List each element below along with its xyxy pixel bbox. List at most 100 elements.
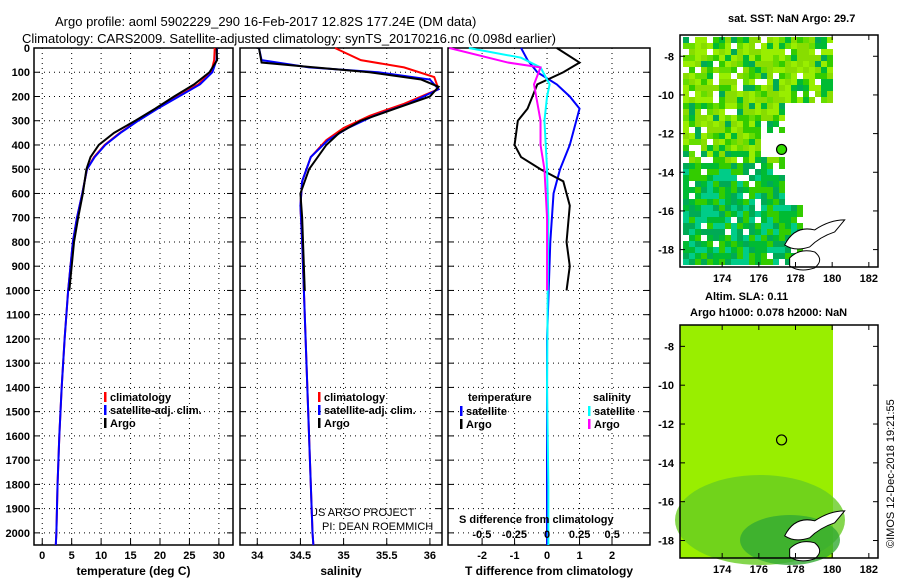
- sst-cell: [749, 175, 755, 181]
- y-tick-label: 1600: [6, 431, 30, 443]
- y-tick-label: 800: [12, 237, 30, 249]
- sst-cell: [803, 85, 809, 91]
- sst-cell: [755, 151, 761, 157]
- sst-cell: [689, 43, 695, 49]
- sst-cell: [701, 205, 707, 211]
- sst-cell: [809, 43, 815, 49]
- sst-cell: [731, 235, 737, 241]
- sst-cell: [785, 229, 791, 235]
- sst-cell: [809, 85, 815, 91]
- sst-cell: [725, 181, 731, 187]
- sst-cell: [815, 61, 821, 67]
- sst-cell: [755, 253, 761, 259]
- sst-cell: [761, 199, 767, 205]
- sst-cell: [767, 61, 773, 67]
- sst-cell: [695, 109, 701, 115]
- legend-label: climatology: [324, 392, 386, 404]
- y-tick-label: 0: [24, 43, 30, 55]
- sst-cell: [725, 211, 731, 217]
- sst-cell: [773, 37, 779, 43]
- sst-cell: [719, 73, 725, 79]
- sst-cell: [737, 247, 743, 253]
- series-line-s-satellite: [468, 47, 551, 545]
- sst-cell: [761, 43, 767, 49]
- sst-cell: [749, 193, 755, 199]
- x2-tick-label: 0.5: [605, 529, 620, 541]
- sst-cell: [755, 139, 761, 145]
- series-line-argo: [258, 47, 441, 291]
- sst-cell: [725, 121, 731, 127]
- sst-cell: [761, 235, 767, 241]
- sst-cell: [707, 247, 713, 253]
- sst-cell: [737, 187, 743, 193]
- sst-cell: [683, 193, 689, 199]
- sst-cell: [749, 97, 755, 103]
- y-tick-label: 900: [12, 261, 30, 273]
- sst-cell: [737, 109, 743, 115]
- y-tick-label: 500: [12, 164, 30, 176]
- sst-cell: [707, 91, 713, 97]
- sst-cell: [755, 127, 761, 133]
- lat-tick-label: -12: [658, 129, 674, 141]
- sst-cell: [707, 181, 713, 187]
- x-tick-label: 1: [576, 550, 582, 562]
- sst-cell: [725, 139, 731, 145]
- sst-cell: [749, 121, 755, 127]
- sst-cell: [785, 217, 791, 223]
- sst-cell: [797, 37, 803, 43]
- sst-cell: [749, 109, 755, 115]
- sst-cell: [707, 217, 713, 223]
- sst-cell: [689, 187, 695, 193]
- sst-cell: [821, 49, 827, 55]
- sst-cell: [725, 145, 731, 151]
- sst-cell: [767, 217, 773, 223]
- sst-cell: [821, 97, 827, 103]
- sst-cell: [815, 91, 821, 97]
- sst-cell: [695, 175, 701, 181]
- sst-cell: [689, 133, 695, 139]
- sst-cell: [827, 91, 833, 97]
- sst-cell: [767, 193, 773, 199]
- sst-cell: [785, 37, 791, 43]
- lon-tick-label: 182: [860, 273, 878, 285]
- sst-cell: [719, 127, 725, 133]
- sst-cell: [719, 163, 725, 169]
- sst-cell: [761, 247, 767, 253]
- sst-cell: [683, 91, 689, 97]
- sst-cell: [719, 55, 725, 61]
- sst-cell: [821, 85, 827, 91]
- sst-cell: [707, 109, 713, 115]
- sst-cell: [731, 223, 737, 229]
- sst-cell: [773, 55, 779, 61]
- sst-cell: [695, 211, 701, 217]
- sst-cell: [761, 259, 767, 265]
- sst-cell: [707, 259, 713, 265]
- sst-cell: [761, 91, 767, 97]
- sst-cell: [695, 217, 701, 223]
- sst-cell: [713, 55, 719, 61]
- sst-cell: [821, 67, 827, 73]
- legend-label: satellite-adj. clim.: [324, 405, 416, 417]
- sst-cell: [743, 247, 749, 253]
- sst-cell: [731, 157, 737, 163]
- sst-cell: [785, 205, 791, 211]
- legend-swatch: [318, 405, 321, 415]
- sst-cell: [707, 127, 713, 133]
- sst-cell: [827, 73, 833, 79]
- sst-cell: [719, 97, 725, 103]
- sst-cell: [767, 91, 773, 97]
- y-tick-label: 700: [12, 213, 30, 225]
- sst-cell: [707, 205, 713, 211]
- sst-cell: [785, 79, 791, 85]
- sst-cell: [695, 61, 701, 67]
- sst-cell: [797, 97, 803, 103]
- sst-cell: [713, 151, 719, 157]
- sst-cell: [737, 211, 743, 217]
- sst-cell: [695, 187, 701, 193]
- series-line-s-argo: [449, 47, 549, 291]
- sst-cell: [773, 181, 779, 187]
- sst-cell: [701, 247, 707, 253]
- sst-cell: [719, 67, 725, 73]
- sst-cell: [689, 223, 695, 229]
